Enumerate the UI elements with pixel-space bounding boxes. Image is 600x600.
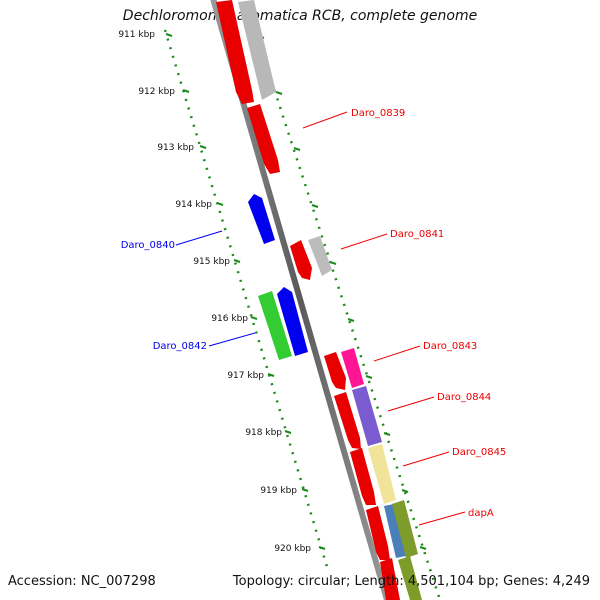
tick-label: 914 kbp [175,200,212,210]
gene-arrow-grey [308,236,332,276]
gene-label: Daro_0843 [423,341,477,352]
gene-label: Daro_0840 [121,240,175,251]
gene-arrows [216,0,422,600]
gene-arrow-red [247,104,280,174]
leader-line [175,230,223,246]
gene-arrow-red [350,448,376,505]
leader-line [208,332,256,347]
leader-line [418,511,466,526]
map-title: Dechloromonas aromatica RCB, complete ge… [122,8,478,24]
tick-mark [293,147,301,151]
gene-arrow-magenta [341,348,364,388]
gene-label: dapA [468,508,494,519]
gene-arrow-red [290,240,312,280]
tick-label: 915 kbp [193,257,230,267]
tick-mark [383,432,391,436]
tick-mark [347,318,355,322]
tick-mark [275,91,283,95]
tick-mark [318,546,326,550]
leader-line [373,345,421,362]
tick-mark [284,430,292,434]
gene-arrow-yellow [368,444,396,504]
tick-mark [233,259,241,263]
tick-mark [311,204,319,208]
tick-label: 918 kbp [245,428,282,438]
gene-arrow-blue [277,287,308,356]
gene-arrow-steelblue [384,504,406,558]
tick-mark [365,375,373,379]
tick-mark [301,488,309,492]
gene-label: Daro_0844 [437,392,491,403]
accession-text: Accession: NC_007298 [8,574,156,589]
tick-mark [199,145,207,149]
genome-summary-text: Topology: circular; Length: 4,501,104 bp… [232,574,590,589]
gene-label: Daro_0841 [390,229,444,240]
gene-arrow-purple [352,386,382,446]
gene-arrow-red [366,506,390,560]
leader-line [402,451,450,467]
tick-label: 911 kbp [118,30,155,40]
gene-label: Daro_0839 [351,108,405,119]
gene-arrow-red [216,0,254,104]
reverse-gene-arrows [248,194,308,360]
gene-arrow-green [258,291,292,360]
tick-mark [250,316,258,320]
tick-mark [165,33,173,37]
gene-arrow-red [334,392,361,449]
tick-label: 913 kbp [157,143,194,153]
gene-arrow-blue [248,194,275,244]
tick-mark [216,202,224,206]
tick-label: 916 kbp [211,314,248,324]
tick-mark [267,373,275,377]
tick-label: 919 kbp [260,486,297,496]
tick-label: 920 kbp [274,544,311,554]
gene-arrow-olive [392,500,418,558]
gene-arrow-red [324,352,346,390]
tick-mark [419,546,427,550]
right-dotted-track [253,29,442,600]
gene-arrow-red [380,558,400,600]
gene-arrow-olive [398,556,422,600]
tick-mark [401,489,409,493]
tick-mark [329,261,337,265]
gene-label: Daro_0842 [153,341,207,352]
leader-line [340,233,388,250]
leader-line [387,396,435,412]
tick-label: 917 kbp [227,371,264,381]
gene-arrow-grey [238,0,276,100]
leader-line [302,111,348,129]
tick-label: 912 kbp [138,87,175,97]
tick-mark [182,89,190,93]
gene-label: Daro_0845 [452,447,506,458]
